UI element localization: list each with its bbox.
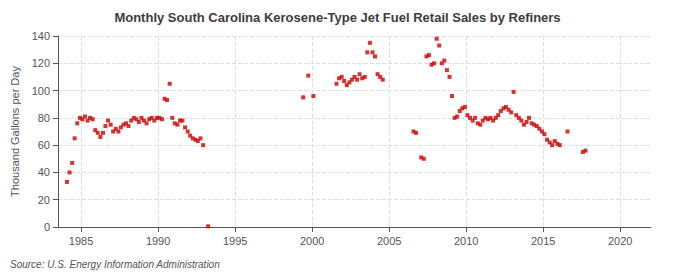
svg-text:60: 60 <box>38 139 50 151</box>
svg-text:120: 120 <box>32 57 50 69</box>
svg-text:100: 100 <box>32 85 50 97</box>
svg-text:40: 40 <box>38 166 50 178</box>
svg-text:2000: 2000 <box>300 235 324 247</box>
svg-text:1995: 1995 <box>223 235 247 247</box>
svg-text:Source: U.S. Energy Informatio: Source: U.S. Energy Information Administ… <box>10 259 220 270</box>
svg-text:0: 0 <box>44 221 50 233</box>
svg-text:2020: 2020 <box>608 235 632 247</box>
svg-text:Monthly South Carolina Kerosen: Monthly South Carolina Kerosene-Type Jet… <box>114 10 560 25</box>
svg-text:140: 140 <box>32 30 50 42</box>
svg-text:80: 80 <box>38 112 50 124</box>
svg-text:2015: 2015 <box>531 235 555 247</box>
svg-text:Thousand Gallons per Day: Thousand Gallons per Day <box>9 66 21 197</box>
svg-text:1985: 1985 <box>69 235 93 247</box>
svg-text:2010: 2010 <box>454 235 478 247</box>
svg-text:2005: 2005 <box>377 235 401 247</box>
svg-text:1990: 1990 <box>146 235 170 247</box>
svg-text:20: 20 <box>38 194 50 206</box>
